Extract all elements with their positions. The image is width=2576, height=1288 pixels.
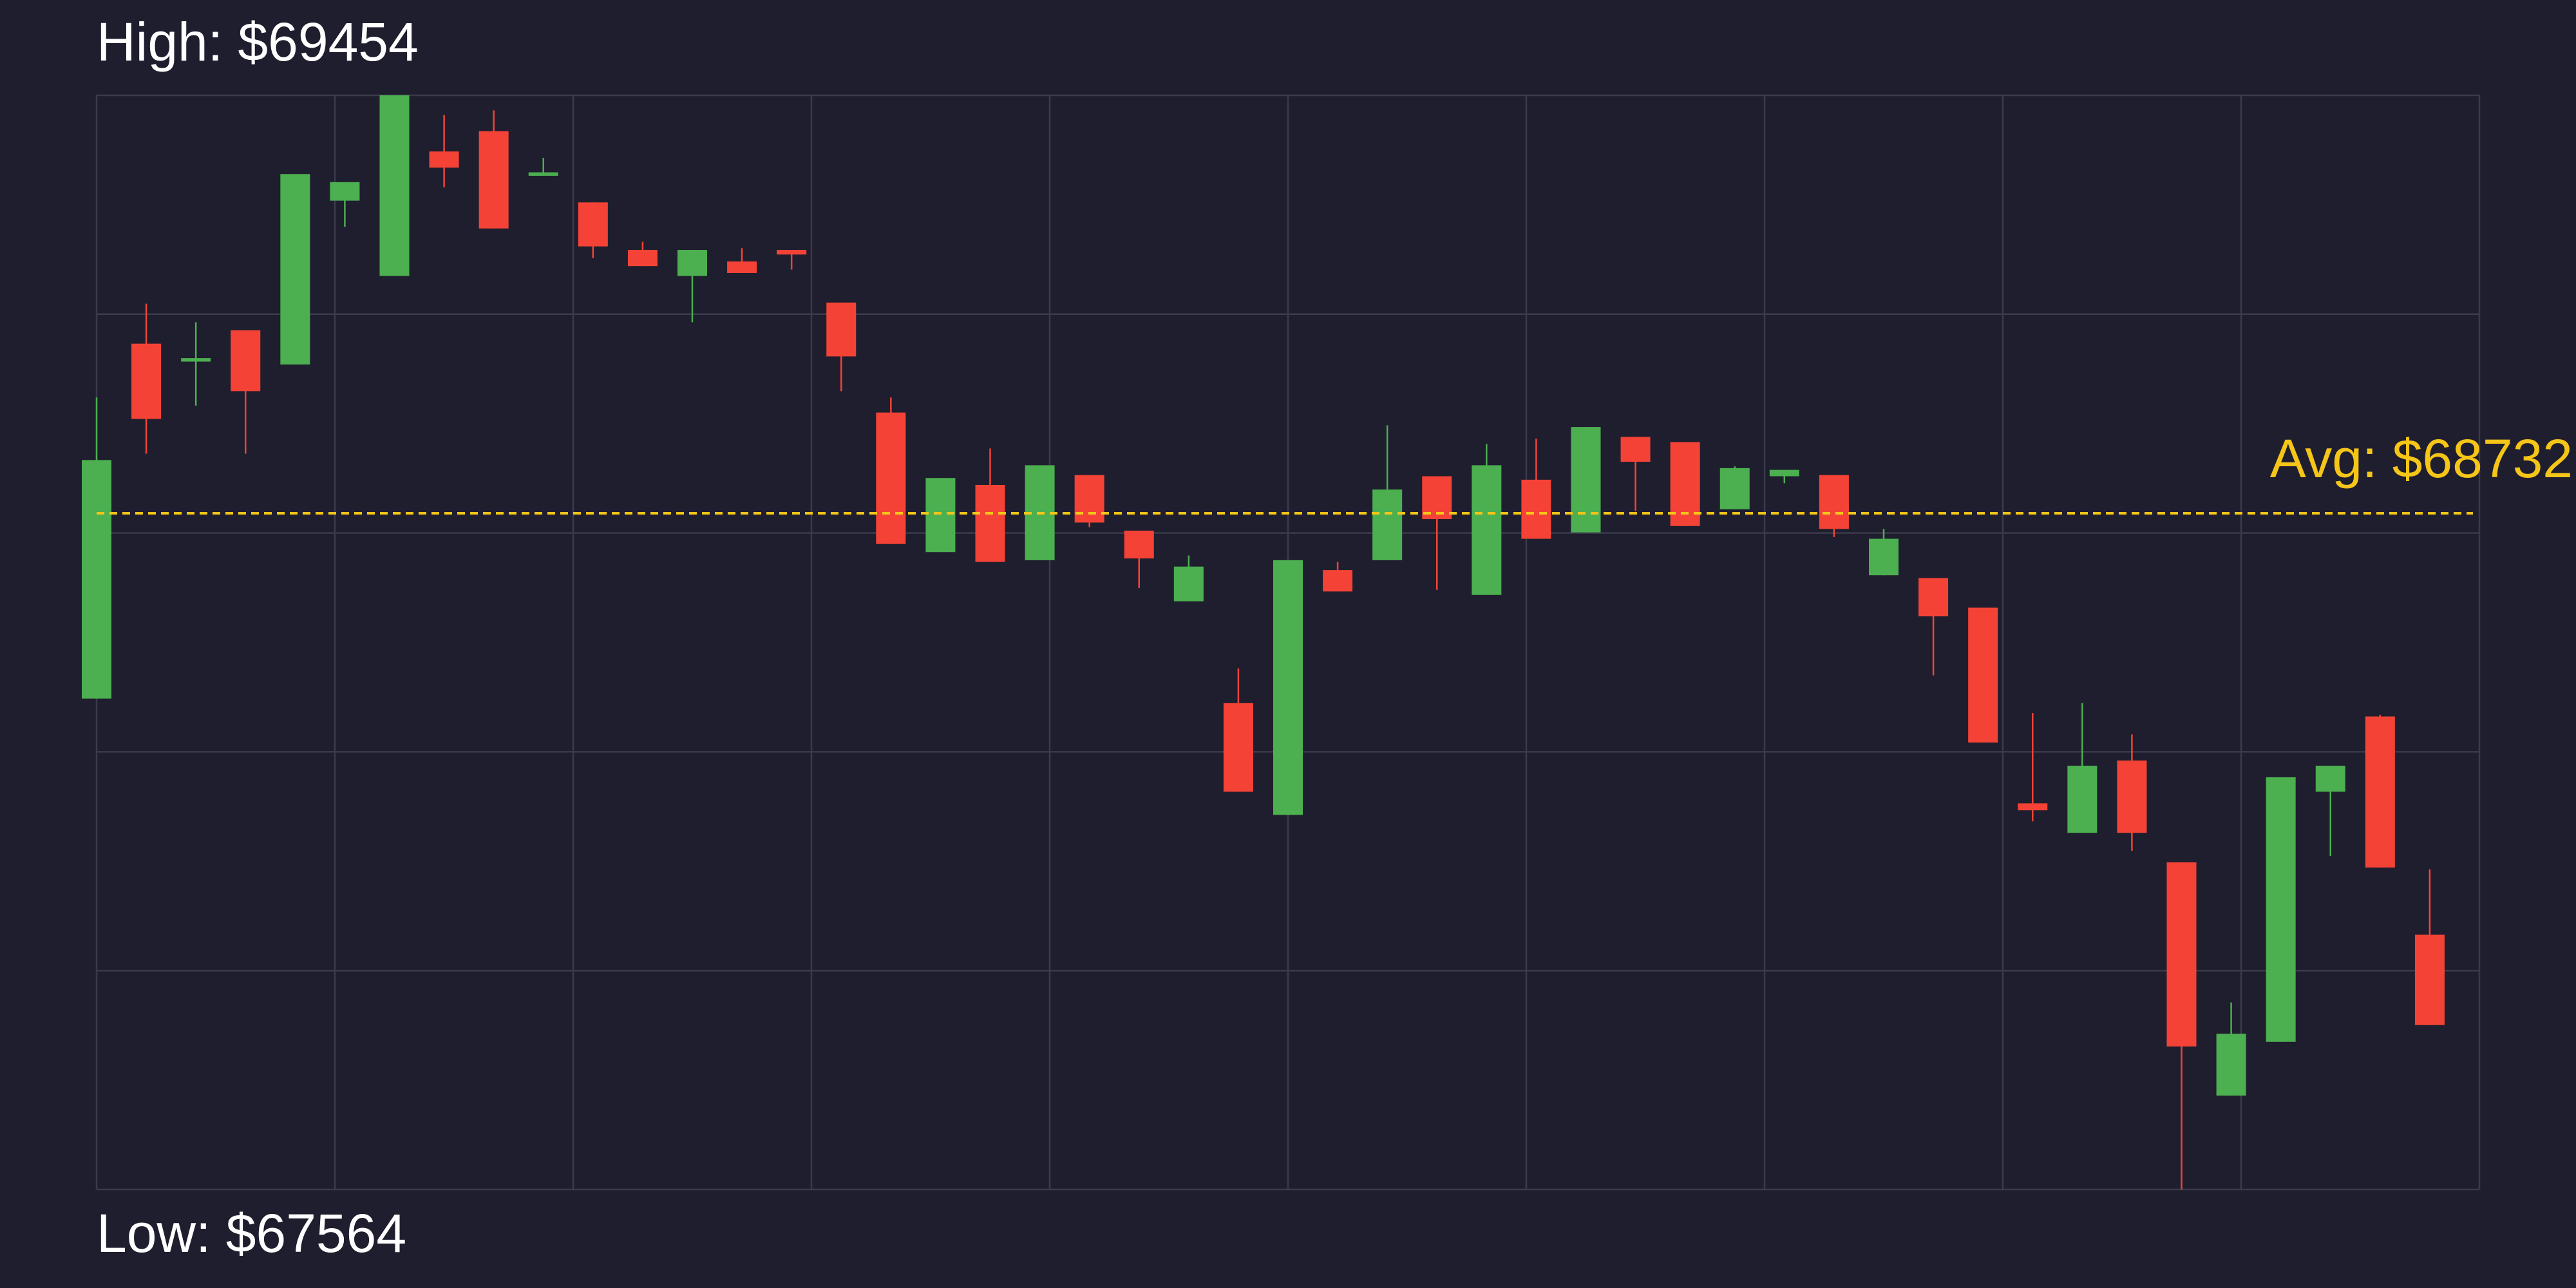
candle-body <box>1869 538 1899 576</box>
candles <box>82 95 2445 1189</box>
average-label: Avg: $68732 <box>2270 428 2573 489</box>
candle-body <box>1571 427 1601 533</box>
candle-body <box>2216 1034 2246 1096</box>
candle-body <box>379 95 410 276</box>
candle-body <box>2266 777 2296 1042</box>
candle-body <box>131 343 162 419</box>
candle-body <box>1620 437 1651 462</box>
candle-body <box>975 484 1005 562</box>
candle-body <box>925 478 956 553</box>
candle-body <box>2414 934 2445 1025</box>
candle-body <box>429 151 459 168</box>
candle-body <box>2365 716 2395 868</box>
candle-body <box>578 202 608 247</box>
candle-body <box>1422 476 1452 520</box>
candle-body <box>1918 578 1949 617</box>
candle-body <box>1273 560 1303 815</box>
candle-body <box>330 182 360 201</box>
candle-body <box>1124 531 1154 559</box>
high-label: High: $69454 <box>97 12 419 72</box>
candle-body <box>1372 489 1403 560</box>
candle-body <box>1769 469 1799 477</box>
candle-body <box>181 358 211 362</box>
candle-body <box>677 250 707 276</box>
candle-body <box>280 174 310 365</box>
candle-body <box>1521 479 1551 539</box>
candle-body <box>1719 468 1750 509</box>
candle-body <box>2117 760 2147 833</box>
candle-body <box>1074 475 1104 523</box>
candle-body <box>1819 475 1849 529</box>
low-label: Low: $67564 <box>97 1203 406 1264</box>
candle-body <box>876 412 906 544</box>
candle-body <box>2166 862 2197 1046</box>
candle-body <box>1968 607 1998 743</box>
candle-body <box>1223 703 1253 792</box>
candle-body <box>627 250 658 267</box>
grid <box>95 94 2481 1191</box>
candle-body <box>826 302 857 357</box>
candle-body <box>231 330 261 392</box>
candle-body <box>1173 566 1204 601</box>
candle-body <box>777 250 807 255</box>
candle-body <box>82 460 111 699</box>
candle-body <box>1323 570 1353 592</box>
candle-body <box>2018 803 2048 811</box>
candle-body <box>528 172 558 176</box>
candle-body <box>727 261 757 273</box>
candle-body <box>2315 765 2345 792</box>
candle-body <box>2067 765 2098 833</box>
candle-body <box>1472 465 1502 595</box>
candle-body <box>478 131 509 229</box>
